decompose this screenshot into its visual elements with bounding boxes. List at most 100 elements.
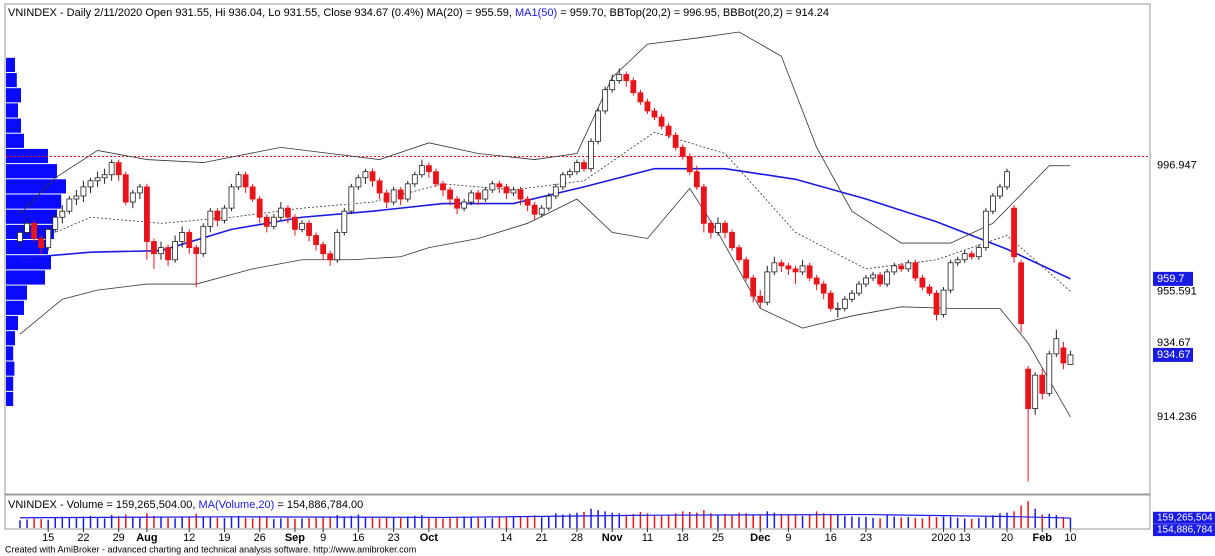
- candle-body: [884, 271, 891, 285]
- candle-body: [73, 195, 80, 200]
- x-tick-label: 29: [113, 532, 125, 544]
- candle-body: [475, 192, 482, 200]
- candle-body: [94, 177, 101, 182]
- candle-body: [228, 186, 235, 209]
- candle-body: [827, 292, 834, 309]
- candle-body: [362, 171, 369, 179]
- candle-body: [849, 292, 855, 300]
- candle-body: [468, 192, 475, 203]
- candle-body: [1025, 368, 1032, 409]
- candle-body: [982, 210, 989, 249]
- candle-body: [750, 277, 757, 297]
- candle-body: [686, 156, 693, 173]
- candle-body: [390, 189, 397, 203]
- candle-body: [306, 222, 312, 236]
- candle-body: [722, 222, 728, 233]
- chart-title: VNINDEX - Daily 2/11/2020 Open 931.55, H…: [8, 7, 829, 19]
- candle-body: [1039, 374, 1046, 394]
- profile-bar: [6, 391, 14, 407]
- candle-body: [729, 232, 735, 249]
- candle-body: [433, 171, 439, 185]
- candle-body: [193, 247, 200, 255]
- x-tick-label: 21: [536, 532, 548, 544]
- x-tick-label: 19: [218, 532, 230, 544]
- x-tick-label: 16: [352, 532, 364, 544]
- candle-body: [151, 241, 157, 255]
- x-tick-label: Nov: [602, 532, 624, 544]
- candle-body: [1018, 262, 1024, 324]
- profile-bar: [6, 361, 15, 376]
- candle-body: [877, 274, 883, 285]
- x-tick-label: 12: [183, 532, 195, 544]
- candle-body: [186, 232, 193, 249]
- candle-body: [179, 232, 186, 242]
- candle-body: [820, 283, 827, 294]
- candle-body: [1004, 171, 1010, 188]
- profile-bar: [6, 133, 24, 148]
- volume-label: 154,886,784: [1157, 525, 1213, 536]
- x-tick-label: 14: [500, 532, 512, 544]
- price-label: 934.67: [1157, 349, 1191, 361]
- indicator-line: [19, 167, 1071, 280]
- candle-body: [559, 174, 566, 188]
- title-part: VNINDEX - Volume = 159,265,504.00,: [8, 499, 198, 511]
- candle-body: [933, 292, 940, 315]
- profile-bar: [6, 240, 48, 255]
- volume-ma-line: [19, 513, 1071, 519]
- candle-body: [235, 174, 242, 188]
- x-tick-label: 28: [571, 532, 583, 544]
- x-tick-label: 23: [388, 532, 400, 544]
- profile-bar: [6, 57, 15, 72]
- candle-body: [997, 186, 1003, 197]
- profile-bar: [6, 118, 21, 133]
- price-label: 996.947: [1157, 160, 1197, 172]
- candle-body: [665, 125, 672, 136]
- candle-body: [799, 265, 806, 273]
- candle-body: [841, 298, 848, 309]
- candle-body: [418, 165, 425, 176]
- candle-body: [806, 265, 813, 279]
- candle-body: [270, 216, 277, 227]
- candle-body: [898, 265, 905, 270]
- candle-body: [545, 195, 552, 209]
- candle-body: [785, 265, 792, 270]
- x-tick-label: 16: [825, 532, 837, 544]
- x-tick-label: Sep: [285, 532, 305, 544]
- candle-body: [59, 210, 66, 218]
- candle-body: [771, 262, 778, 273]
- x-tick-label: 2020: [931, 532, 955, 544]
- candle-body: [52, 216, 59, 230]
- candle-body: [630, 80, 637, 94]
- candle-body: [1053, 338, 1060, 355]
- candle-body: [397, 189, 404, 200]
- profile-bar: [6, 88, 21, 103]
- candle-body: [736, 247, 742, 261]
- profile-bar: [6, 300, 24, 315]
- profile-bar: [6, 285, 27, 300]
- price-label: 934.67: [1157, 337, 1191, 349]
- x-tick-label: Aug: [136, 532, 157, 544]
- candle-body: [792, 268, 799, 273]
- indicator-line: [19, 187, 1071, 418]
- candle-body: [355, 177, 362, 188]
- candle-body: [679, 146, 686, 157]
- candle-body: [700, 186, 707, 224]
- candle-body: [214, 210, 221, 221]
- profile-bar: [6, 72, 17, 88]
- candle-body: [968, 253, 975, 258]
- profile-bar: [6, 194, 62, 209]
- candle-body: [440, 183, 446, 191]
- candle-body: [524, 198, 531, 206]
- candle-body: [348, 186, 355, 212]
- candle-body: [249, 186, 256, 200]
- profile-bar: [6, 179, 66, 194]
- candle-body: [503, 186, 510, 194]
- candle-body: [693, 171, 700, 188]
- candle-body: [602, 89, 609, 112]
- candle-body: [574, 162, 580, 173]
- candle-body: [912, 262, 919, 279]
- profile-bar: [6, 103, 18, 118]
- candle-body: [743, 259, 750, 279]
- candle-body: [80, 186, 87, 197]
